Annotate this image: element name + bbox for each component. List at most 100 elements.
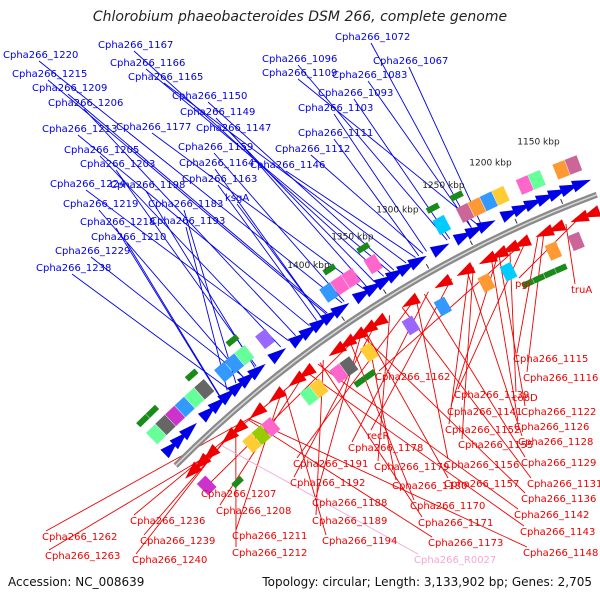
plus-strand-gene [247,363,266,381]
plus-gene-label: Cpha266_1109 [262,68,337,79]
plus-gene-leader [85,189,290,342]
plus-cog-block [527,170,546,190]
minus-cog-block [299,385,319,406]
minus-gene-label: Cpha266_1189 [312,516,387,527]
plus-gene-leader [115,169,257,367]
minus-strand-gene [478,250,498,265]
plus-gene-leader [151,132,364,290]
plus-cog-block [234,345,255,366]
plus-gene-label: Cpha266_1163 [182,174,257,185]
rna-marker [363,369,377,381]
accession-text: Accession: NC_008639 [8,575,145,589]
plus-gene-label: Cpha266_1219 [63,199,138,210]
minus-strand-gene [230,418,249,436]
rna-gene-label: Cpha266_R0027 [414,555,496,566]
plus-strand-gene [373,275,394,291]
plus-strand-gene [571,179,591,193]
plus-cog-block [155,414,176,436]
minus-gene-leader [415,298,449,460]
plus-gene-label: Cpha266_1072 [335,32,410,43]
plus-strand-gene [207,397,226,414]
minus-strand-gene [298,362,317,379]
minus-strand-gene [249,402,268,419]
minus-strand-gene [535,224,555,237]
plus-gene-label: Cpha266_1229 [55,246,130,257]
rna-marker [231,475,244,489]
minus-gene-label: Cpha266_1131 [527,479,600,490]
minus-gene-leader [565,224,576,285]
plus-strand-gene [169,431,188,450]
plus-cog-block [255,328,275,350]
plus-strand-gene [362,282,383,298]
minus-gene-label: Cpha266_1162 [375,372,450,383]
minus-gene-label: Cpha266_1171 [418,518,493,529]
plus-gene-leader [90,256,244,378]
minus-gene-label: Cpha266_1173 [428,538,503,549]
minus-gene-leader [466,270,523,437]
plus-cog-block [479,191,498,212]
plus-cog-block [363,253,383,275]
rna-marker [425,202,440,214]
plus-gene-leader [285,170,416,258]
plus-gene-label: Cpha266_1164 [179,158,254,169]
plus-gene-leader [408,66,482,224]
rna-marker [532,273,546,284]
plus-gene-leader [38,60,343,304]
minus-gene-leader [204,333,361,489]
minus-gene-leader [423,293,526,458]
minus-gene-label: Cpha266_1178 [348,443,423,454]
minus-gene-leader [360,333,526,494]
minus-gene-label: Cpha266_1239 [140,536,215,547]
minus-gene-label: Cpha266_1262 [42,532,117,543]
plus-strand-gene [288,332,307,349]
plus-gene-label: Cpha266_1218 [80,217,155,228]
plus-cog-block [515,175,534,195]
minus-cog-block [339,356,359,377]
plus-cog-block [174,396,195,418]
plus-gene-label: Cpha266_1203 [80,159,155,170]
plus-gene-leader [163,82,407,264]
minus-gene-label: Cpha266_1212 [232,548,307,559]
plus-gene-leader [217,184,318,321]
minus-gene-leader [319,362,423,518]
plus-gene-leader [353,98,451,240]
minus-strand-gene [203,444,221,462]
plus-strand-gene [197,405,217,423]
minus-gene-label: Cpha266_1122 [521,407,596,418]
plus-strand-gene [227,380,246,397]
plus-strand-gene [429,243,450,258]
plus-gene-leader [115,227,221,398]
minus-gene-label: Cpha266_1139 [454,390,529,401]
plus-gene-label: Cpha266_1111 [298,128,373,139]
plus-gene-label: Cpha266_1149 [180,107,255,118]
plus-gene-leader [145,68,391,273]
minus-gene-label: truA [571,285,592,296]
minus-cog-block [567,231,585,252]
minus-gene-leader [283,389,327,536]
plus-gene-leader [333,138,420,257]
minus-gene-label: Cpha266_1155 [458,440,533,451]
minus-gene-leader [48,453,211,551]
plus-gene-leader [310,154,424,254]
minus-gene-label: Cpha266_1236 [130,516,205,527]
plus-gene-leader [77,134,310,327]
minus-gene-label: Cpha266_1240 [132,555,207,566]
minus-gene-label: Cpha266_1170 [410,501,485,512]
minus-gene-label: Cpha266_1152 [445,425,520,436]
plus-strand-gene [384,268,405,284]
plus-gene-leader [231,133,368,288]
minus-gene-leader [249,418,528,548]
minus-gene-leader [45,417,252,532]
rna-marker [136,414,150,428]
minus-gene-label: Cpha266_1142 [514,510,589,521]
minus-gene-label: Cpha266_1116 [523,373,598,384]
minus-gene-leader [235,391,282,531]
minus-gene-leader [526,233,545,373]
plus-gene-leader [133,50,385,277]
rna-marker [184,368,199,382]
rna-marker [521,278,535,289]
kbp-tick-mark [341,316,345,321]
kbp-tick-label: 1250 kbp [422,181,465,191]
plus-strand-gene [267,348,287,365]
